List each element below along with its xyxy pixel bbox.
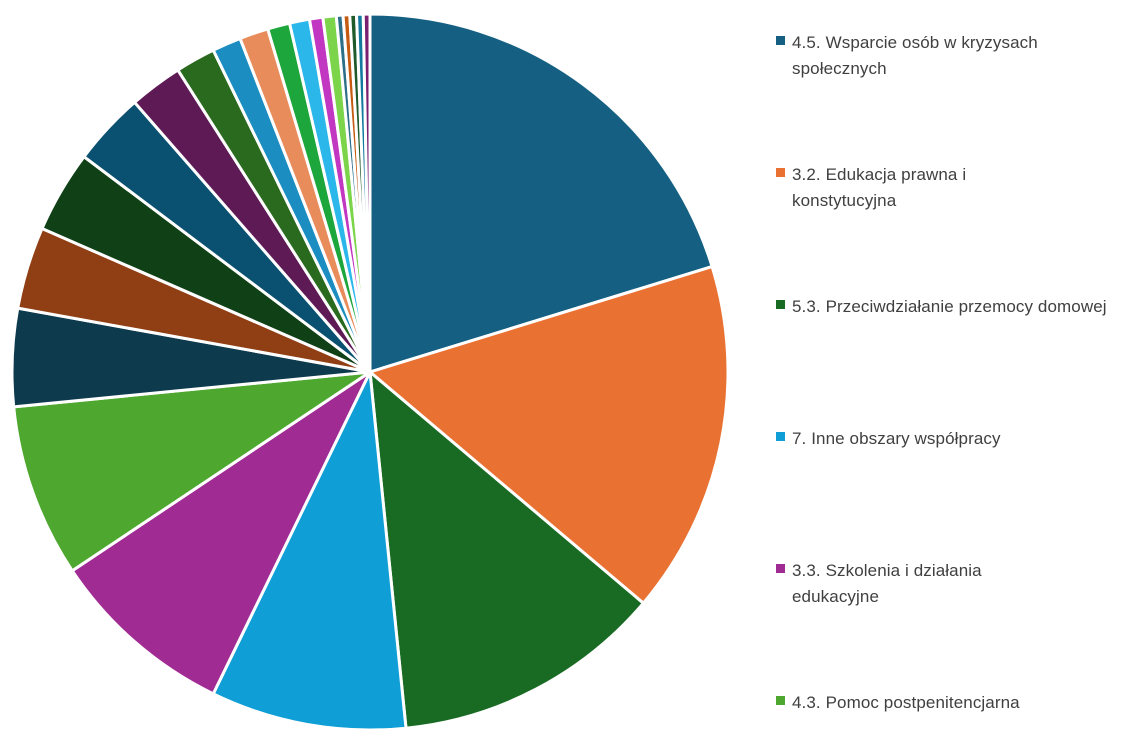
legend-item: 3.2. Edukacja prawna i konstytucyjna [776, 162, 1052, 214]
pie-slice-4 [211, 370, 408, 729]
legend-swatch [776, 168, 785, 177]
legend-label: 5.3. Przeciwdziałanie przemocy domowej [792, 297, 1107, 316]
pie-slice-5 [70, 370, 372, 696]
pie-slice-2 [368, 265, 730, 605]
legend-swatch [776, 36, 785, 45]
pie-slice-3 [368, 370, 645, 729]
legend-item: 4.5. Wsparcie osób w kryzysach społeczny… [776, 30, 1122, 82]
legend-item: 5.3. Przeciwdziałanie przemocy domowej [776, 294, 1107, 320]
legend-swatch [776, 432, 785, 441]
legend-item: 4.3. Pomoc postpenitencjarna [776, 690, 1020, 716]
legend-swatch [776, 564, 785, 573]
pie-slice-6 [12, 370, 372, 573]
pie-slice-23 [361, 12, 372, 374]
legend-label: 7. Inne obszary współpracy [792, 429, 1001, 448]
legend-label: 4.3. Pomoc postpenitencjarna [792, 693, 1020, 712]
legend-swatch [776, 300, 785, 309]
legend-label: 3.3. Szkolenia i działania edukacyjne [792, 561, 982, 606]
pie-slice-1 [368, 12, 714, 374]
pie-plot-area [10, 12, 730, 729]
legend-swatch [776, 696, 785, 705]
legend-item: 3.3. Szkolenia i działania edukacyjne [776, 558, 1052, 610]
chart-legend: 4.5. Wsparcie osób w kryzysach społeczny… [776, 0, 1123, 729]
legend-label: 4.5. Wsparcie osób w kryzysach społeczny… [792, 33, 1038, 78]
legend-label: 3.2. Edukacja prawna i konstytucyjna [792, 165, 967, 210]
legend-item: 7. Inne obszary współpracy [776, 426, 1001, 452]
